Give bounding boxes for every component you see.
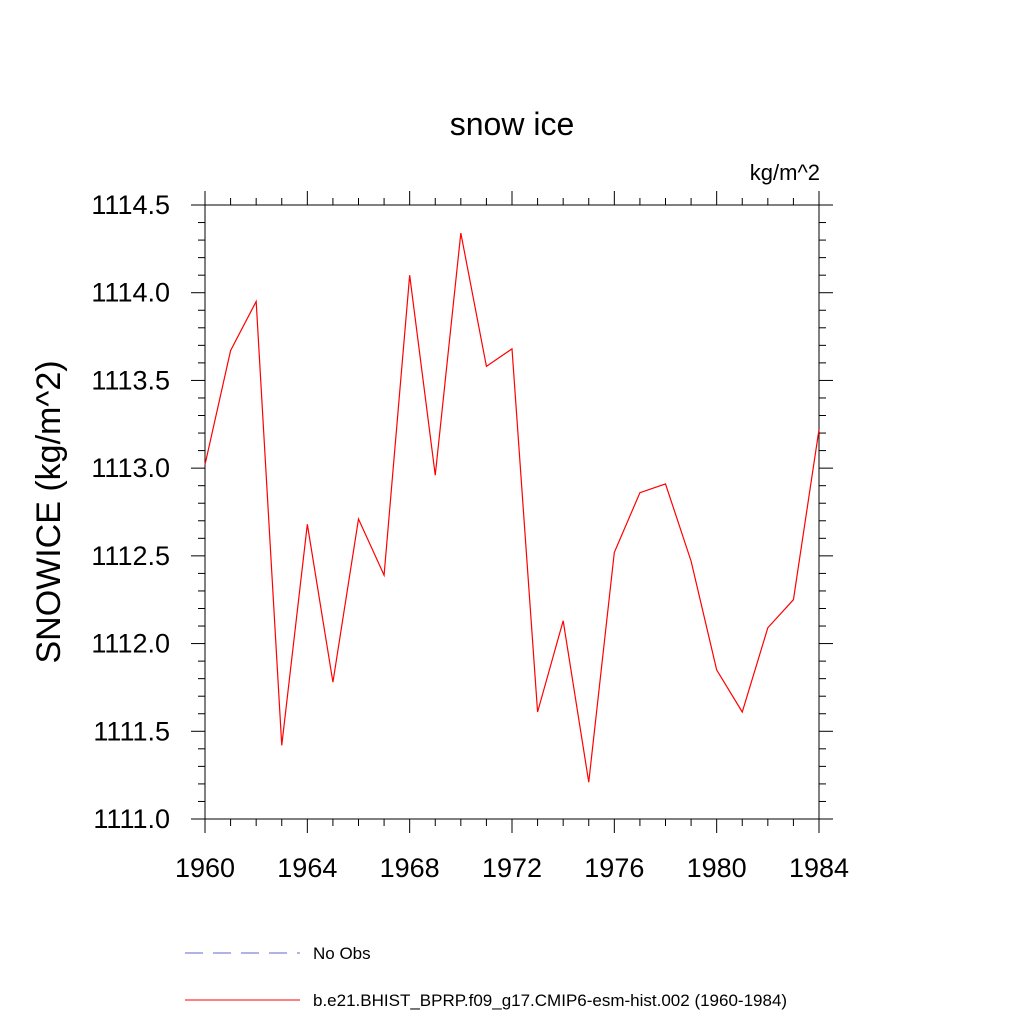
x-tick-label: 1968 (380, 853, 440, 883)
y-tick-label: 1113.0 (91, 453, 170, 483)
x-tick-label: 1964 (277, 853, 337, 883)
y-tick-label: 1113.5 (91, 365, 170, 395)
legend-label-1: b.e21.BHIST_BPRP.f09_g17.CMIP6-esm-hist.… (313, 991, 787, 1010)
legend: No Obs b.e21.BHIST_BPRP.f09_g17.CMIP6-esm… (185, 944, 787, 1010)
x-tick-label: 1960 (175, 853, 235, 883)
legend-label-0: No Obs (313, 944, 371, 963)
units-label: kg/m^2 (750, 160, 820, 185)
x-tick-label: 1976 (584, 853, 644, 883)
y-tick-label: 1111.5 (93, 716, 170, 746)
x-tick-label: 1984 (789, 853, 849, 883)
y-tick-label: 1114.5 (91, 190, 170, 220)
y-tick-label: 1112.5 (91, 541, 170, 571)
chart-title: snow ice (450, 106, 575, 142)
series-layer (204, 232, 820, 783)
series-line-1 (204, 232, 820, 783)
x-tick-label: 1972 (482, 853, 542, 883)
x-tick-label: 1980 (687, 853, 747, 883)
y-axis-label: SNOWICE (kg/m^2) (30, 360, 68, 663)
y-tick-label: 1114.0 (91, 278, 170, 308)
ticks-layer: 1960 1964 1968 1972 1976 1980 1984 1111.0 1111.5… (91, 190, 849, 883)
y-tick-label: 1112.0 (91, 629, 170, 659)
y-tick-label: 1111.0 (93, 804, 170, 834)
plot-frame (204, 204, 820, 820)
